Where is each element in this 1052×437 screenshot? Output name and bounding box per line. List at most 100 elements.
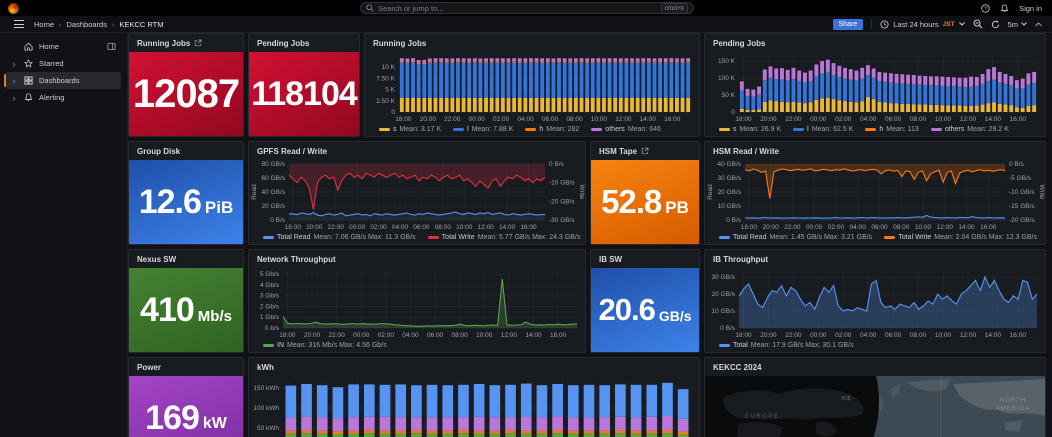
zoom-out-icon[interactable] (973, 19, 983, 29)
svg-text:06:00: 06:00 (427, 332, 444, 339)
chevron-right-icon[interactable]: › (12, 92, 16, 103)
panel-title[interactable]: IB Throughput (713, 254, 769, 264)
svg-text:04:00: 04:00 (860, 332, 877, 339)
panel-title[interactable]: kWh (257, 362, 274, 372)
svg-text:02:00: 02:00 (370, 224, 387, 231)
hsm-read-write-chart[interactable]: 18:00 20:00 22:00 00:00 02:00 04:00 06:00 08:00… (705, 160, 1045, 232)
svg-text:22:00: 22:00 (785, 332, 802, 339)
legend-item[interactable]: l Mean: 7.88 K (453, 126, 513, 133)
search-icon (366, 4, 374, 12)
sign-in-link[interactable]: Sign in (1019, 3, 1042, 13)
chevron-right-icon[interactable]: › (12, 75, 16, 86)
legend-item[interactable]: s Mean: 26.9 K (719, 126, 781, 133)
svg-text:18:00: 18:00 (395, 116, 412, 123)
legend-item[interactable]: l Mean: 62.5 K (793, 126, 853, 133)
sidebar-item-alerting[interactable]: › Alerting (6, 89, 121, 106)
timezone-label: JST (942, 20, 955, 28)
svg-text:02:00: 02:00 (828, 224, 845, 231)
panel-title[interactable]: HSM Tape (599, 146, 638, 156)
notification-bell-icon[interactable] (1000, 3, 1009, 13)
panel-hsm-chart: HSM Read / Write 18:00 20:00 22:00 00:00 02:… (704, 141, 1046, 245)
breadcrumb-dashboards[interactable]: Dashboards (66, 19, 107, 29)
menu-toggle-icon[interactable] (14, 20, 24, 28)
external-link-icon[interactable] (194, 39, 202, 47)
grafana-logo-icon[interactable] (8, 2, 19, 14)
sidebar-item-starred[interactable]: › Starred (6, 55, 121, 72)
svg-text:14:00: 14:00 (958, 224, 975, 231)
panel-title[interactable]: Power (137, 362, 162, 372)
sidebar-item-dashboards[interactable]: › Dashboards (4, 72, 121, 89)
legend-item[interactable]: Total Read Mean: 1.45 GB/s Max: 3.21 GB/s (719, 234, 872, 241)
legend-item[interactable]: s Mean: 3.17 K (379, 126, 441, 133)
breadcrumb-home[interactable]: Home (34, 19, 55, 29)
panel-title[interactable]: Pending Jobs (257, 38, 310, 48)
search-input[interactable]: Search or jump to... cmd+k (360, 2, 694, 14)
svg-text:0: 0 (731, 109, 735, 116)
svg-text:16:00: 16:00 (1010, 332, 1027, 339)
refresh-icon[interactable] (991, 20, 1000, 29)
legend-item[interactable]: others Mean: 646 (591, 126, 661, 133)
legend-item[interactable]: others Mean: 28.2 K (930, 126, 1009, 133)
panel-title[interactable]: Running Jobs (373, 38, 427, 48)
legend-item[interactable]: Total Read Mean: 7.06 GB/s Max: 11.3 GB/s (263, 234, 416, 241)
panel-title[interactable]: Group Disk (137, 146, 181, 156)
svg-text:08:00: 08:00 (452, 332, 469, 339)
svg-text:20 GB/s: 20 GB/s (712, 291, 736, 298)
svg-text:150 kWh: 150 kWh (253, 385, 279, 392)
share-button[interactable]: Share (832, 18, 864, 30)
breadcrumb-separator: › (111, 19, 115, 29)
kwh-chart[interactable]: 18:0020:0022:0000:0002:0004:0006:0008:00… (249, 376, 699, 437)
svg-text:7.50 K: 7.50 K (376, 75, 395, 82)
panel-pending-jobs-stat: Pending Jobs 118104 (248, 33, 360, 137)
chevron-down-icon (1021, 22, 1027, 26)
time-range-picker[interactable]: Last 24 hours JST (880, 20, 965, 29)
pending-jobs-chart[interactable]: 18:00 20:00 22:00 00:00 02:00 04:00 06:00 08:00… (705, 52, 1045, 124)
top-bar: Search or jump to... cmd+k ? Sign in (0, 0, 1052, 16)
svg-text:16:00: 16:00 (550, 332, 567, 339)
panel-title[interactable]: Pending Jobs (713, 38, 766, 48)
panel-title[interactable]: HSM Read / Write (713, 146, 780, 156)
panel-title[interactable]: KEKCC 2024 (713, 362, 762, 372)
legend-item[interactable]: IN Mean: 316 Mb/s Max: 4.56 Gb/s (263, 342, 387, 349)
panel-title[interactable]: IB SW (599, 254, 623, 264)
world-map[interactable]: EUROPE 日本 NORTH AMERICA (705, 376, 1045, 437)
legend-item[interactable]: Total Write Mean: 5.77 GB/s Max: 24.3 GB/… (427, 234, 580, 241)
legend-item[interactable]: Total Write Mean: 2.04 GB/s Max: 12.3 GB/… (884, 234, 1037, 241)
legend-item[interactable]: Total Mean: 17.9 GB/s Max: 30.1 GB/s (719, 342, 854, 349)
svg-text:-20 GB/s: -20 GB/s (549, 198, 575, 205)
dock-menu-icon[interactable] (106, 42, 117, 51)
running-jobs-chart[interactable]: 18:00 20:00 22:00 00:00 02:00 04:00 06:00 08:00… (365, 52, 699, 124)
svg-text:40 GB/s: 40 GB/s (718, 161, 742, 168)
svg-text:16:00: 16:00 (520, 224, 537, 231)
svg-text:20:00: 20:00 (304, 332, 321, 339)
collapse-controls-icon[interactable] (1035, 21, 1042, 27)
panel-title[interactable]: Network Throughput (257, 254, 336, 264)
svg-text:18:00: 18:00 (735, 332, 752, 339)
panel-title[interactable]: Nexus SW (137, 254, 177, 264)
legend-item[interactable]: h Mean: 282 (525, 126, 579, 133)
panel-running-jobs-stat: Running Jobs 12087 (128, 33, 244, 137)
network-throughput-chart[interactable]: 18:00 20:00 22:00 00:00 02:00 04:00 06:00 08:00… (249, 268, 585, 340)
legend-item[interactable]: h Mean: 113 (865, 126, 919, 133)
sidebar-item-home[interactable]: Home (6, 38, 121, 55)
svg-text:22:00: 22:00 (444, 116, 461, 123)
svg-text:14:00: 14:00 (640, 116, 657, 123)
svg-text:12:00: 12:00 (937, 224, 954, 231)
ib-throughput-chart[interactable]: 18:00 20:00 22:00 00:00 02:00 04:00 06:00 08:00… (705, 268, 1045, 340)
help-icon[interactable]: ? (981, 3, 990, 13)
gpfs-read-write-chart[interactable]: 18:00 20:00 22:00 00:00 02:00 04:00 06:00 08:00… (249, 160, 585, 232)
refresh-interval-picker[interactable]: 5m (1008, 20, 1027, 29)
panel-pending-jobs-chart: Pending Jobs 18:00 20:00 22:00 00:00 02:00 04… (704, 33, 1046, 137)
svg-text:10:00: 10:00 (935, 116, 952, 123)
svg-text:12:00: 12:00 (960, 332, 977, 339)
panel-title[interactable]: Running Jobs (137, 38, 191, 48)
stat-unit: kW (202, 415, 227, 432)
svg-text:80 GB/s: 80 GB/s (262, 161, 286, 168)
external-link-icon[interactable] (641, 147, 649, 155)
svg-text:02:00: 02:00 (378, 332, 395, 339)
svg-text:20:00: 20:00 (763, 224, 780, 231)
svg-text:0 B/s: 0 B/s (720, 325, 736, 332)
chevron-right-icon[interactable]: › (12, 58, 16, 69)
svg-text:50 K: 50 K (722, 92, 736, 99)
panel-title[interactable]: GPFS Read / Write (257, 146, 328, 156)
